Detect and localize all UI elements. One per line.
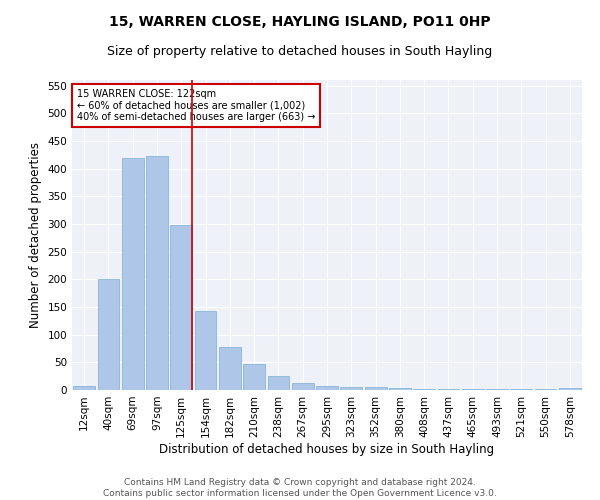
X-axis label: Distribution of detached houses by size in South Hayling: Distribution of detached houses by size …	[160, 442, 494, 456]
Bar	[268, 376, 289, 390]
Y-axis label: Number of detached properties: Number of detached properties	[29, 142, 42, 328]
Bar	[365, 387, 386, 390]
Text: 15, WARREN CLOSE, HAYLING ISLAND, PO11 0HP: 15, WARREN CLOSE, HAYLING ISLAND, PO11 0…	[109, 15, 491, 29]
Bar	[413, 389, 435, 390]
Bar	[122, 158, 143, 390]
Bar	[170, 225, 192, 390]
Bar	[389, 388, 411, 390]
Bar	[219, 348, 241, 390]
Text: 15 WARREN CLOSE: 122sqm
← 60% of detached houses are smaller (1,002)
40% of semi: 15 WARREN CLOSE: 122sqm ← 60% of detache…	[77, 90, 316, 122]
Bar	[97, 280, 119, 390]
Bar	[340, 387, 362, 390]
Bar	[243, 364, 265, 390]
Bar	[292, 384, 314, 390]
Bar	[194, 311, 217, 390]
Bar	[559, 388, 581, 390]
Bar	[146, 156, 168, 390]
Text: Size of property relative to detached houses in South Hayling: Size of property relative to detached ho…	[107, 45, 493, 58]
Bar	[316, 386, 338, 390]
Bar	[73, 386, 95, 390]
Text: Contains HM Land Registry data © Crown copyright and database right 2024.
Contai: Contains HM Land Registry data © Crown c…	[103, 478, 497, 498]
